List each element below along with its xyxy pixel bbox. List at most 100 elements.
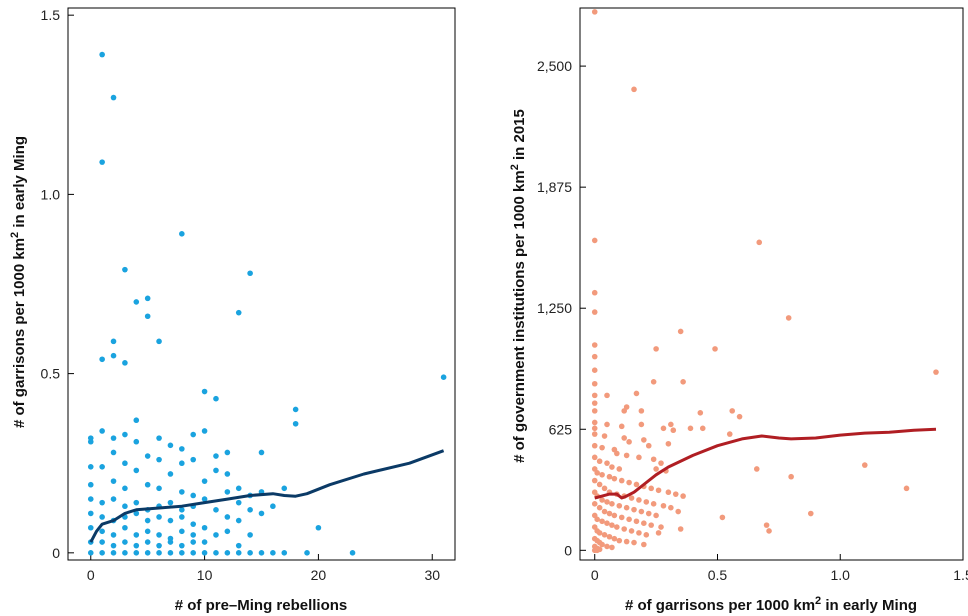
left-scatter-point [99, 528, 105, 535]
left-scatter-point [87, 496, 94, 502]
right-scatter-point [599, 518, 605, 525]
left-scatter-point [110, 94, 117, 101]
right-scatter-point [636, 530, 642, 536]
left-scatter-point [258, 550, 265, 556]
right-scatter-point [636, 497, 642, 503]
left-scatter-point [87, 481, 94, 488]
left-scatter-point [110, 352, 117, 359]
left-scatter-point [179, 542, 185, 549]
right-scatter-point [672, 491, 679, 497]
right-scatter-point [628, 528, 635, 534]
left-scatter-point [156, 435, 162, 441]
left-y-axis-title: # of garrisons per 1000 km2 in early Min… [9, 136, 28, 428]
right-scatter-point [599, 497, 605, 503]
right-scatter-point [645, 442, 652, 449]
left-scatter-point [213, 467, 219, 474]
right-scatter-point [604, 421, 610, 428]
left-scatter-point [156, 532, 162, 538]
left-scatter-point [99, 51, 105, 58]
right-scatter-point [653, 466, 659, 472]
right-scatter-point [591, 392, 598, 399]
left-scatter-point [179, 231, 185, 237]
right-scatter-point [680, 493, 686, 499]
left-scatter-point [144, 295, 151, 302]
left-scatter-point [167, 550, 174, 556]
left-scatter-point [201, 539, 208, 545]
left-scatter-point [99, 428, 105, 434]
left-scatter-point [99, 464, 105, 470]
right-scatter-point [621, 408, 627, 414]
left-scatter-point [258, 510, 265, 517]
left-scatter-point [201, 388, 208, 395]
left-scatter-point [144, 528, 151, 535]
right-scatter-point [675, 508, 682, 515]
right-scatter-point [626, 479, 632, 486]
left-y-title-part-2: in early Ming [11, 136, 28, 232]
right-scatter-point [785, 315, 792, 321]
left-x-tick-label: 0 [87, 567, 95, 583]
right-scatter-points [591, 9, 939, 554]
right-scatter-point [665, 440, 672, 447]
left-x-axis-title: # of pre–Ming rebellions [175, 597, 348, 614]
left-x-tick-label: 30 [424, 567, 440, 583]
right-scatter-point [618, 423, 625, 430]
right-scatter-point [616, 466, 623, 472]
right-scatter-point [596, 481, 603, 488]
left-scatter-point [235, 485, 242, 492]
left-scatter-point [167, 517, 174, 524]
right-scatter-point [599, 444, 605, 451]
left-scatter-point [110, 542, 117, 549]
left-scatter-point [270, 503, 276, 510]
left-scatter-point [133, 510, 140, 517]
right-scatter-point [650, 501, 657, 507]
right-scatter-point [648, 485, 654, 492]
right-x-tick-label: 0.5 [708, 567, 728, 583]
right-scatter-point [591, 309, 598, 315]
right-scatter-point [621, 435, 627, 441]
left-scatter-point [144, 453, 151, 459]
left-scatter-point [440, 374, 447, 380]
right-scatter-point [653, 346, 659, 352]
right-scatter-point [697, 410, 704, 416]
left-scatter-point [179, 550, 185, 556]
left-scatter-point [281, 550, 288, 556]
left-scatter-point [213, 532, 219, 538]
right-scatter-point [677, 328, 684, 335]
left-scatter-point [270, 550, 276, 556]
left-scatter-point [315, 524, 322, 531]
left-scatter-point [122, 539, 128, 545]
right-axis-ticks: 0 0.5 1.0 1.5 0 625 1,250 1,875 2,500 [537, 58, 968, 583]
right-x-axis-title: # of garrisons per 1000 km2 in early Min… [625, 595, 917, 614]
right-scatter-point [591, 442, 598, 449]
chart-left-garrisons-vs-rebellions: 0 10 20 30 0 0.5 1.0 1.5 # of pre–Ming rebellio… [9, 7, 456, 614]
right-scatter-point [596, 504, 603, 511]
right-scatter-point [903, 485, 910, 492]
left-scatter-point [156, 514, 162, 520]
left-scatter-point [179, 460, 185, 467]
left-scatter-point [122, 524, 128, 531]
left-scatter-point [167, 499, 174, 506]
left-scatter-point [99, 539, 105, 545]
left-scatter-point [235, 499, 242, 506]
right-scatter-point [604, 392, 610, 399]
right-x-title-superscript: 2 [815, 595, 821, 607]
left-scatter-point [110, 550, 117, 556]
right-scatter-point [655, 530, 662, 536]
left-scatter-point [224, 528, 231, 535]
right-scatter-point [616, 537, 623, 544]
right-scatter-point [591, 419, 598, 426]
right-scatter-point [643, 532, 650, 538]
left-scatter-point [87, 464, 94, 470]
chart-right-institutions-vs-garrisons: 0 0.5 1.0 1.5 0 625 1,250 1,875 2,500 # of garri… [509, 7, 968, 614]
left-scatter-point [122, 431, 128, 438]
right-scatter-point [638, 408, 645, 414]
left-scatter-point [122, 460, 128, 467]
right-scatter-point [626, 439, 632, 445]
left-scatter-point [258, 449, 265, 456]
left-scatter-point [201, 478, 208, 484]
left-scatter-point [304, 550, 310, 556]
left-scatter-point [156, 338, 162, 345]
right-scatter-point [638, 421, 645, 428]
right-scatter-point [719, 514, 726, 521]
